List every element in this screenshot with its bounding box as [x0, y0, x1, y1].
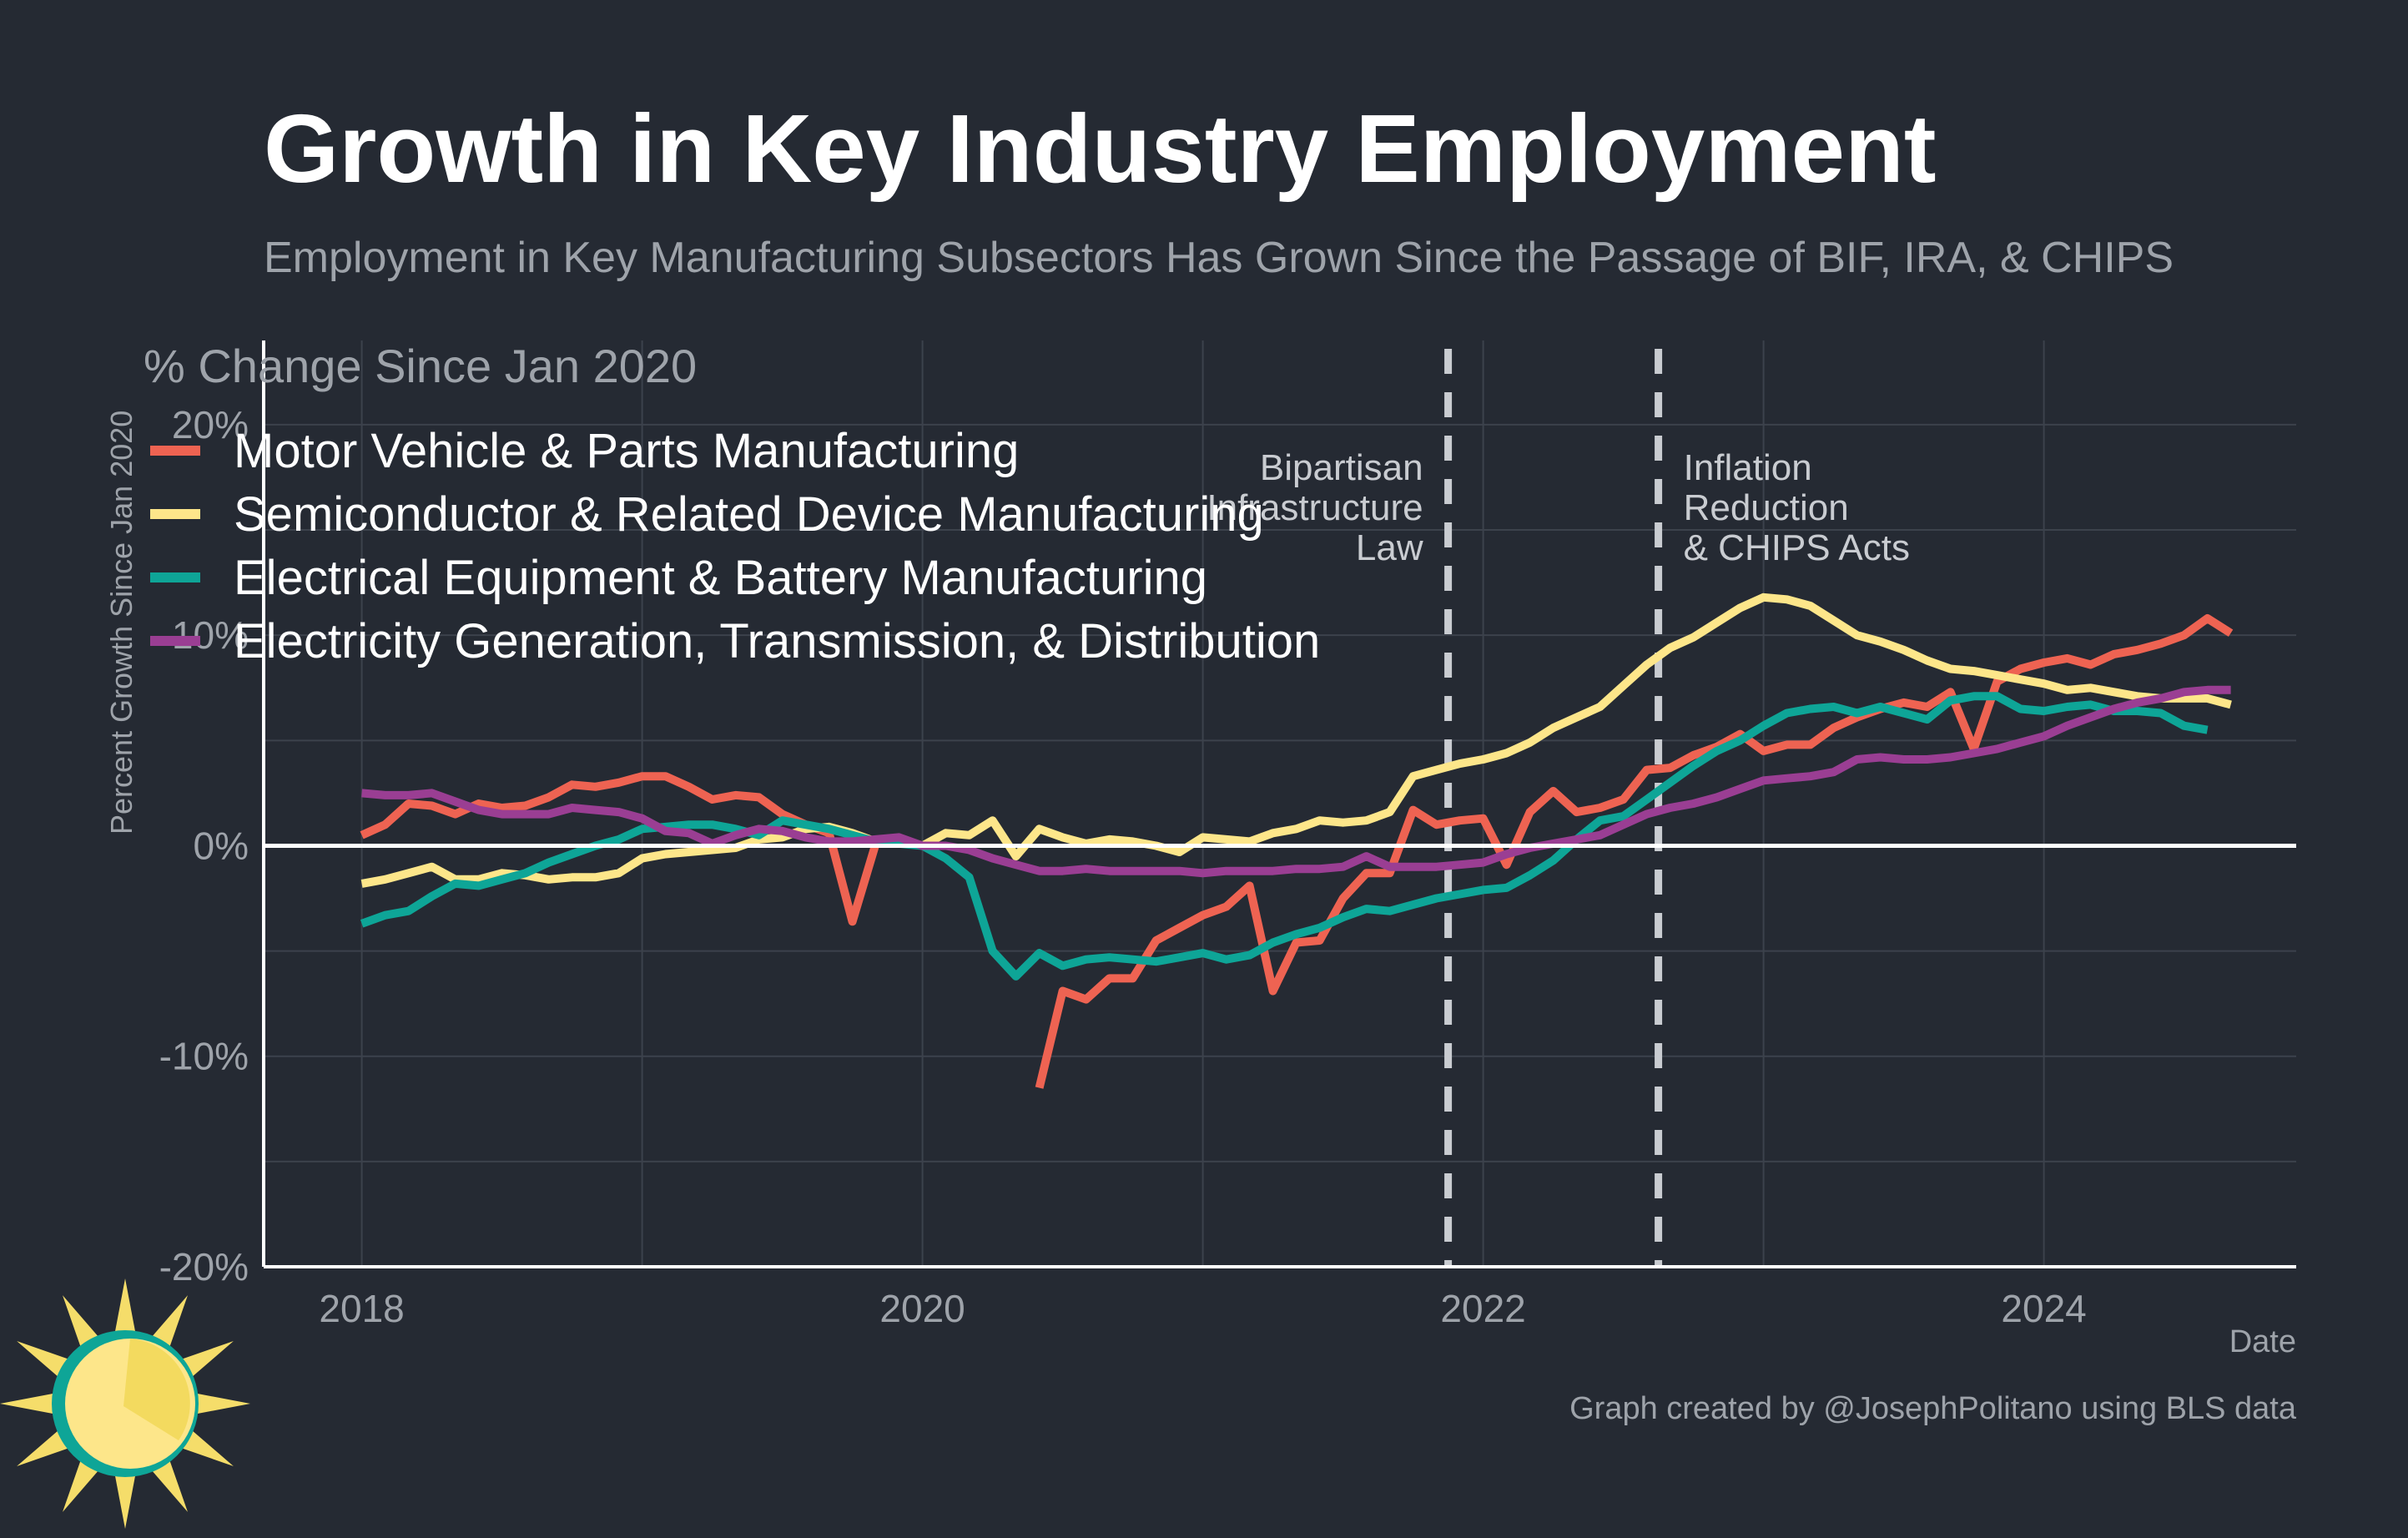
x-tick-label: 2022 [1440, 1287, 1525, 1330]
y-tick-label: 0% [194, 824, 249, 867]
sun-ray [113, 1469, 137, 1529]
sun-logo-icon [0, 1278, 250, 1529]
caption: Graph created by @JosephPolitano using B… [1569, 1391, 2297, 1426]
series-line-2 [360, 593, 2232, 888]
annotation-text-ira: Reduction [1684, 487, 1849, 528]
y-tick-label: 20% [172, 403, 249, 446]
sun-ray [190, 1392, 250, 1415]
sun-ray [113, 1278, 137, 1339]
series-lines [360, 593, 2234, 1089]
series-line-3 [360, 692, 2209, 981]
annotation-text-ira: Inflation [1684, 447, 1812, 488]
sun-ray [0, 1392, 60, 1415]
legend-label: Electrical Equipment & Battery Manufactu… [234, 551, 1207, 605]
annotation-text-bif: Infrastructure [1207, 487, 1423, 528]
series-line-4 [361, 685, 2231, 878]
y-tick-label: -10% [159, 1035, 249, 1078]
x-axis-label: Date [2229, 1324, 2296, 1359]
legend-label: Motor Vehicle & Parts Manufacturing [234, 424, 1019, 478]
y-axis-label: Percent Growth Since Jan 2020 [104, 411, 139, 835]
legend-label: Semiconductor & Related Device Manufactu… [234, 487, 1264, 542]
annotation-text-bif: Bipartisan [1260, 447, 1423, 488]
annotation-text-ira: & CHIPS Acts [1684, 527, 1910, 568]
chart-subtitle: Employment in Key Manufacturing Subsecto… [264, 234, 2174, 282]
y-tick-label: 10% [172, 613, 249, 657]
x-tick-label: 2020 [879, 1287, 965, 1330]
x-tick-label: 2018 [319, 1287, 404, 1330]
x-tick-label: 2024 [2001, 1287, 2086, 1330]
legend-label: Electricity Generation, Transmission, & … [234, 614, 1320, 668]
legend: Motor Vehicle & Parts Manufacturing Semic… [150, 424, 1320, 668]
y-axis-title-inner: % Change Since Jan 2020 [144, 340, 697, 392]
grid-lines [264, 340, 2296, 1268]
axes: -20% -10% 0% 10% 20% 2018 2020 2022 2024 [159, 340, 2296, 1330]
chart-title: Growth in Key Industry Employment [264, 94, 1936, 203]
y-tick-label: -20% [159, 1245, 249, 1288]
annotation-text-bif: Law [1356, 527, 1423, 568]
